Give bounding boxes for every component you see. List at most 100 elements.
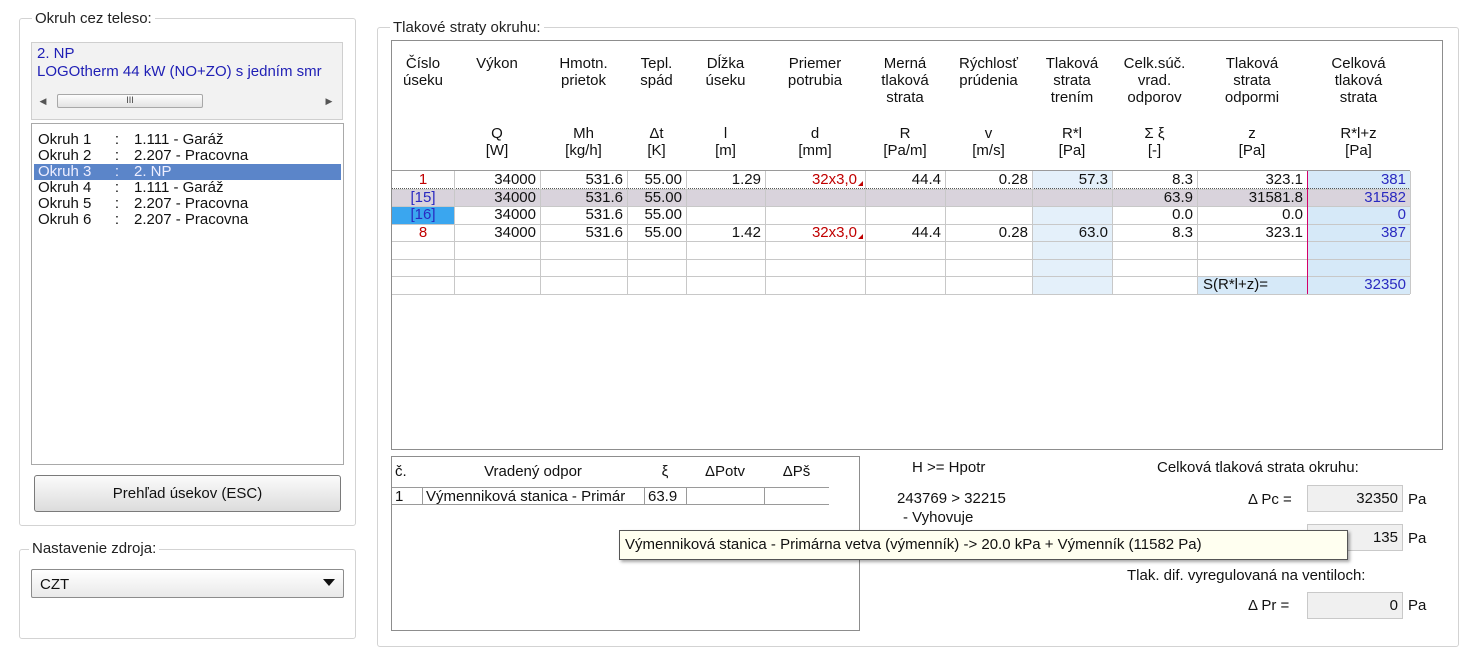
column-header[interactable]: Priemer potrubia d [mm] [765, 41, 865, 169]
column-header[interactable]: Tepl. spád Δt [K] [627, 41, 686, 169]
table-cell[interactable] [686, 206, 765, 223]
circuit-list-item[interactable]: Okruh 2:2.207 - Pracovna [34, 148, 341, 164]
circuit-list-item[interactable]: Okruh 5:2.207 - Pracovna [34, 196, 341, 212]
table-cell[interactable]: 63.0 [1078, 223, 1108, 241]
table-cell[interactable]: 34000 [494, 206, 536, 223]
overview-button[interactable]: Prehľad úsekov (ESC) [34, 475, 341, 512]
table-cell[interactable] [1032, 189, 1112, 206]
column-header[interactable]: Merná tlaková strata R [Pa/m] [865, 41, 945, 169]
resistance-cell[interactable] [764, 487, 829, 505]
table-cell[interactable] [765, 206, 865, 223]
table-cell[interactable]: 55.00 [644, 206, 682, 223]
resistance-column-header[interactable]: Vradený odpor [484, 463, 582, 480]
column-header[interactable]: Tlaková strata trením R*l [Pa] [1032, 41, 1112, 169]
table-cell[interactable]: 323.1 [1265, 171, 1303, 188]
horizontal-scrollbar[interactable]: ◀ III ▶ [35, 93, 340, 109]
resistance-cell[interactable] [686, 487, 764, 505]
table-cell[interactable] [1032, 206, 1112, 223]
table-cell[interactable] [945, 206, 1032, 223]
table-cell[interactable]: 1 [418, 171, 428, 188]
circuit-list[interactable]: Okruh 1:1.111 - Garáž Okruh 2:2.207 - Pra… [31, 123, 344, 465]
circuit-value: 1.111 - Garáž [134, 131, 224, 148]
table-cell[interactable]: 55.00 [644, 171, 682, 188]
table-cell[interactable]: 1.42 [731, 223, 761, 241]
table-cell[interactable]: 32x3,0 [811, 223, 857, 241]
column-header[interactable]: Rýchlosť prúdenia v [m/s] [945, 41, 1032, 169]
sum-label: S(R*l+z)= [1203, 276, 1269, 293]
table-cell[interactable]: 34000 [494, 223, 536, 241]
chevron-down-icon[interactable] [323, 579, 335, 586]
resistance-column-header[interactable]: ΔPš [782, 463, 811, 480]
dpr-label: Δ Pr = [1248, 597, 1290, 614]
table-cell[interactable]: 31582 [1364, 188, 1406, 206]
column-header[interactable]: Číslo úseku [392, 41, 454, 169]
h-result-text: - Vyhovuje [903, 509, 974, 526]
circuit-list-item[interactable]: Okruh 6:2.207 - Pracovna [34, 212, 341, 228]
table-cell[interactable]: 34000 [494, 188, 536, 206]
table-cell[interactable]: 8 [418, 223, 428, 241]
table-cell[interactable]: 34000 [494, 171, 536, 188]
pressure-loss-group-title: Tlakové straty okruhu: [390, 19, 544, 36]
table-cell[interactable]: 32x3,0 [811, 171, 857, 188]
table-cell[interactable]: 63.9 [1163, 188, 1193, 206]
table-cell[interactable]: 31581.8 [1248, 188, 1303, 206]
table-cell[interactable]: 531.6 [585, 188, 623, 206]
table-cell[interactable]: 55.00 [644, 223, 682, 241]
table-cell[interactable] [865, 189, 945, 206]
table-cell[interactable] [686, 189, 765, 206]
scroll-left-icon[interactable]: ◀ [39, 96, 47, 106]
table-cell[interactable]: 0.0 [1172, 206, 1193, 223]
table-cell[interactable]: 0.28 [998, 171, 1028, 188]
column-header-title: Dĺžka úseku [705, 55, 746, 89]
table-cell[interactable]: 323.1 [1265, 223, 1303, 241]
resistance-cell[interactable]: Výmenniková stanica - Primár [422, 487, 644, 505]
pressure-loss-grid[interactable]: Číslo úseku Výkon Q [W] Hmotn. prietok Mh [k… [391, 40, 1443, 450]
column-header[interactable]: Celk.súč. vrad. odporov Σ ξ [-] [1112, 41, 1197, 169]
total-loss-title: Celková tlaková strata okruhu: [1157, 459, 1359, 476]
column-header-title: Hmotn. prietok [559, 55, 608, 89]
circuit-list-item[interactable]: Okruh 4:1.111 - Garáž [34, 180, 341, 196]
column-header[interactable]: Dĺžka úseku l [m] [686, 41, 765, 169]
scroll-thumb[interactable]: III [57, 94, 203, 108]
dpr-unit: Pa [1408, 597, 1427, 614]
table-cell[interactable]: 0.0 [1282, 206, 1303, 223]
table-cell[interactable]: 55.00 [644, 188, 682, 206]
table-cell[interactable] [945, 189, 1032, 206]
column-header[interactable]: Výkon Q [W] [454, 41, 540, 169]
table-cell[interactable]: 1.29 [731, 171, 761, 188]
table-cell[interactable]: 387 [1380, 223, 1406, 241]
source-select[interactable]: CZT [31, 569, 344, 598]
table-cell[interactable]: 8.3 [1172, 171, 1193, 188]
resistance-column-header[interactable]: ΔPotv [704, 463, 746, 480]
selected-circuit-display: 2. NP LOGOtherm 44 kW (NO+ZO) s jedním s… [31, 42, 343, 120]
circuit-list-item[interactable]: Okruh 3:2. NP [34, 164, 341, 180]
table-cell[interactable]: 0.28 [998, 223, 1028, 241]
scroll-right-icon[interactable]: ▶ [325, 96, 333, 106]
table-cell[interactable]: 44.4 [911, 223, 941, 241]
table-cell[interactable]: [15] [410, 188, 436, 206]
table-cell[interactable]: 0 [1397, 206, 1406, 223]
column-header[interactable]: Hmotn. prietok Mh [kg/h] [540, 41, 627, 169]
resistance-column-header[interactable]: ξ [661, 463, 669, 480]
table-cell[interactable]: 44.4 [911, 171, 941, 188]
column-header[interactable]: Celková tlaková strata R*l+z [Pa] [1307, 41, 1410, 169]
table-cell[interactable]: 531.6 [585, 223, 623, 241]
column-header-title: Číslo úseku [402, 55, 444, 89]
column-header-title: Priemer potrubia [787, 55, 843, 89]
column-header-title: Tlaková strata odpormi [1224, 55, 1280, 106]
table-cell[interactable]: [16] [410, 206, 436, 223]
column-header-unit: v [m/s] [972, 125, 1005, 159]
table-cell[interactable]: 531.6 [585, 206, 623, 223]
table-cell[interactable] [865, 206, 945, 223]
table-cell[interactable]: 8.3 [1172, 223, 1193, 241]
circuit-list-item[interactable]: Okruh 1:1.111 - Garáž [34, 132, 341, 148]
resistance-cell[interactable]: 63.9 [644, 487, 686, 505]
table-cell[interactable]: 57.3 [1078, 171, 1108, 188]
resistance-cell[interactable]: 1 [392, 487, 422, 505]
column-header[interactable]: Tlaková strata odpormi z [Pa] [1197, 41, 1307, 169]
table-cell[interactable] [765, 189, 865, 206]
cell-background [1032, 276, 1112, 294]
resistance-column-header[interactable]: č. [395, 463, 407, 480]
table-cell[interactable]: 531.6 [585, 171, 623, 188]
table-cell[interactable]: 381 [1380, 171, 1406, 188]
